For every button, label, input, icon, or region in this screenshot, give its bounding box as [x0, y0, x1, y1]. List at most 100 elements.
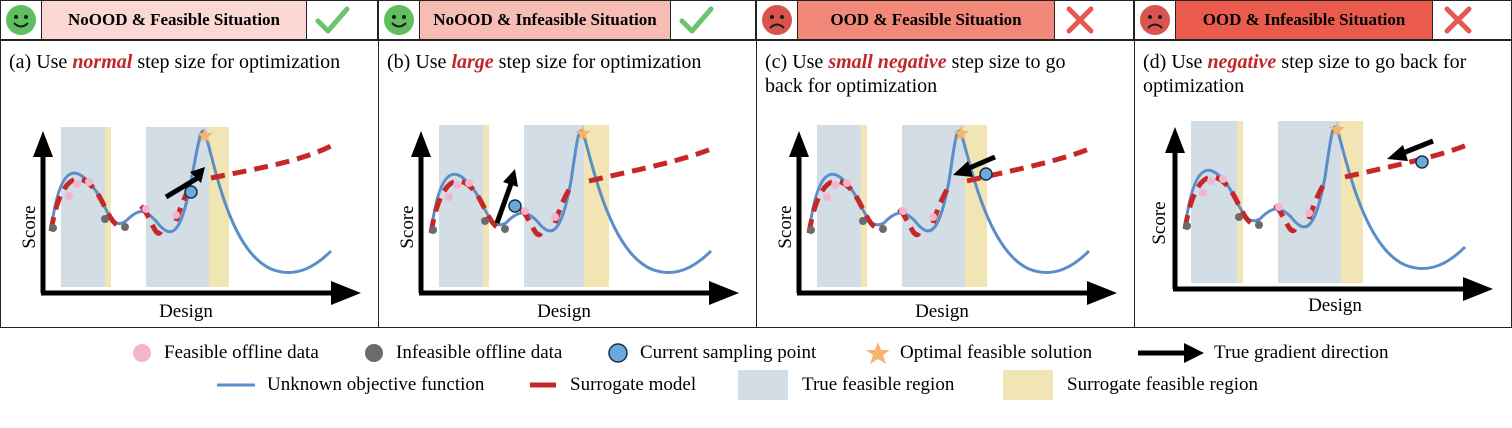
optimal-feasible-star	[1329, 121, 1345, 137]
legend-infeasible-data: Infeasible offline data	[360, 340, 562, 366]
situation-label: NoOOD & Feasible Situation	[41, 1, 307, 39]
infeasible-dot-icon	[365, 344, 383, 362]
blue-line-icon	[217, 383, 255, 387]
infeasible-offline-data	[879, 225, 887, 233]
true-feasible-region	[1191, 121, 1241, 283]
feasible-offline-data	[521, 207, 529, 215]
unknown-objective-curve	[429, 129, 713, 274]
panel-caption: (a) Use normal step size for optimizatio…	[9, 51, 341, 73]
feasible-offline-data	[172, 211, 180, 219]
gradient-arrow	[966, 154, 996, 172]
true-feasible-region	[439, 125, 487, 287]
current-point-icon	[608, 343, 628, 363]
surrogate-model-curve	[428, 146, 712, 238]
gradient-arrow	[494, 180, 515, 224]
y-axis-label: Score	[19, 205, 40, 248]
infeasible-offline-data	[859, 217, 867, 225]
legend-current-point: Current sampling point	[604, 340, 816, 366]
legend-feasible-data: Feasible offline data	[128, 340, 319, 366]
panel-d: (d) Use negative step size to go back fo…	[1134, 40, 1512, 328]
header-panel-d: OOD & Infeasible Situation	[1134, 0, 1512, 40]
situation-label: OOD & Infeasible Situation	[1175, 1, 1433, 39]
step-size-keyword: negative	[1207, 51, 1277, 73]
check-icon	[671, 4, 721, 36]
legend-true-region: True feasible region	[738, 370, 954, 400]
infeasible-offline-data	[501, 225, 509, 233]
check-icon	[307, 4, 357, 36]
feasible-offline-data	[823, 193, 831, 201]
true-feasible-region	[1278, 121, 1342, 283]
unknown-objective-curve	[1183, 125, 1467, 270]
true-feasible-region	[61, 127, 109, 287]
infeasible-offline-data	[807, 226, 815, 234]
feasible-offline-data	[445, 193, 453, 201]
legend-surrogate: Surrogate model	[526, 372, 696, 398]
feasible-offline-data	[1275, 203, 1283, 211]
header-panel-b: NoOOD & Infeasible Situation	[378, 0, 756, 40]
feasible-offline-data	[73, 180, 81, 188]
panel-a: (a) Use normal step size for optimizatio…	[0, 40, 379, 328]
y-axis-label: Score	[397, 205, 418, 248]
sad-face-icon	[1135, 4, 1175, 36]
infeasible-offline-data	[121, 223, 129, 231]
red-dash-icon	[530, 382, 556, 388]
yellow-swatch-icon	[1003, 370, 1053, 400]
step-size-keyword: normal	[72, 51, 133, 73]
feasible-offline-data	[843, 179, 851, 187]
feasible-offline-data	[85, 178, 93, 186]
panel-b: (b) Use large step size for optimization…	[378, 40, 757, 328]
surrogate-model-curve	[806, 146, 1090, 238]
sad-face-icon	[757, 4, 797, 36]
feasible-offline-data	[1207, 177, 1215, 185]
star-icon	[866, 342, 890, 364]
blue-swatch-icon	[738, 370, 788, 400]
step-size-keyword: large	[451, 51, 494, 73]
optimal-feasible-star	[953, 125, 969, 141]
panel-caption: (b) Use large step size for optimization	[387, 51, 702, 73]
panel-c: (c) Use small negative step size to go b…	[756, 40, 1135, 328]
feasible-offline-data	[1219, 175, 1227, 183]
surrogate-model-curve	[1182, 142, 1468, 234]
legend-optimal-solution: Optimal feasible solution	[864, 340, 1092, 366]
current-sampling-point	[979, 167, 993, 181]
true-feasible-region	[817, 125, 865, 287]
infeasible-offline-data	[1255, 221, 1263, 229]
header-panel-a: NoOOD & Feasible Situation	[0, 0, 378, 40]
infeasible-offline-data	[1235, 213, 1243, 221]
infeasible-offline-data	[101, 215, 109, 223]
feasible-offline-data	[453, 181, 461, 189]
cross-icon	[1433, 4, 1483, 36]
unknown-objective-curve	[49, 129, 333, 274]
happy-face-icon	[1, 4, 41, 36]
feasible-dot-icon	[133, 344, 151, 362]
infeasible-offline-data	[429, 226, 437, 234]
gradient-arrow	[1402, 138, 1434, 156]
feasible-offline-data	[899, 207, 907, 215]
surrogate-feasible-region	[105, 127, 111, 287]
current-sampling-point	[184, 185, 198, 199]
feasible-offline-data	[142, 205, 150, 213]
gradient-arrow	[164, 173, 203, 200]
feasible-offline-data	[1199, 189, 1207, 197]
feasible-offline-data	[65, 192, 73, 200]
true-feasible-region	[146, 127, 210, 287]
legend-gradient: True gradient direction	[1136, 340, 1388, 366]
unknown-objective-curve	[807, 129, 1091, 274]
current-sampling-point	[508, 199, 522, 213]
step-size-keyword: small negative	[828, 51, 947, 73]
optimal-feasible-star	[575, 125, 591, 141]
x-axis-label: Design	[1308, 295, 1362, 316]
panel-caption: (c) Use small negative step size to go b…	[765, 51, 1066, 97]
panel-caption: (d) Use negative step size to go back fo…	[1143, 51, 1467, 97]
infeasible-offline-data	[49, 224, 57, 232]
happy-face-icon	[379, 4, 419, 36]
optimal-feasible-star	[197, 127, 213, 143]
arrow-icon	[1138, 343, 1204, 363]
feasible-offline-data	[929, 213, 937, 221]
x-axis-label: Design	[915, 301, 969, 322]
legend-surrogate-region: Surrogate feasible region	[1003, 370, 1258, 400]
infeasible-offline-data	[1183, 222, 1191, 230]
x-axis-label: Design	[537, 301, 591, 322]
true-feasible-region	[902, 125, 966, 287]
current-sampling-point	[1415, 155, 1429, 169]
